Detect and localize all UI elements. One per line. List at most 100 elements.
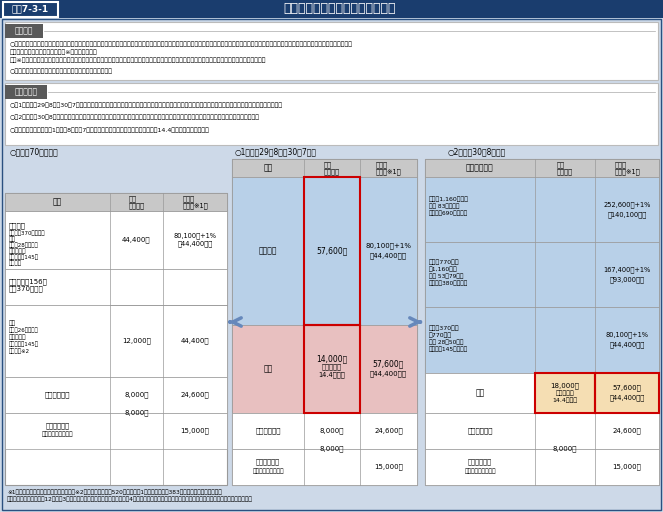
Text: （44,400円）: （44,400円）	[178, 241, 213, 247]
Text: 約770万円: 約770万円	[429, 332, 452, 338]
Text: （44,400円）: （44,400円）	[370, 371, 407, 377]
Bar	[5, 269, 227, 305]
Text: 8,000円: 8,000円	[553, 445, 577, 452]
Bar	[5, 193, 227, 211]
Text: ○現行（70歳以上）: ○現行（70歳以上）	[10, 147, 59, 157]
Bar	[535, 373, 595, 413]
Text: （44,400円）: （44,400円）	[370, 253, 407, 259]
Text: 標準28万円以上: 標準28万円以上	[9, 242, 38, 248]
Bar	[5, 413, 227, 449]
Text: 外来
（個人）: 外来 （個人）	[129, 195, 145, 209]
Bar	[232, 159, 417, 485]
Bar	[5, 85, 47, 99]
Bar	[304, 325, 360, 413]
Bar	[305, 449, 360, 450]
Text: 24,600円: 24,600円	[374, 428, 403, 434]
Text: 80,100円+1%: 80,100円+1%	[605, 332, 648, 338]
Text: 図表7-3-1: 図表7-3-1	[11, 5, 48, 13]
Text: 課税所得145万: 課税所得145万	[9, 254, 39, 260]
Text: 課税所得145万円以上: 課税所得145万円以上	[429, 346, 468, 352]
Bar	[5, 377, 227, 413]
Text: 8,000円: 8,000円	[320, 445, 344, 452]
Bar	[0, 0, 663, 18]
Text: 標準 28～50万円: 標準 28～50万円	[429, 339, 463, 345]
Bar	[536, 449, 595, 450]
Bar	[5, 211, 227, 269]
Bar	[535, 373, 595, 413]
Bar	[3, 2, 58, 17]
Text: 57,600円: 57,600円	[373, 359, 404, 369]
Text: 24,600円: 24,600円	[613, 428, 641, 434]
Text: 区分（年収）: 区分（年収）	[466, 163, 494, 173]
Text: ～370万円）: ～370万円）	[9, 286, 44, 292]
Text: 事後的に保険者から償還払い（※）される制度。: 事後的に保険者から償還払い（※）される制度。	[10, 49, 97, 55]
Text: 住民税非課税: 住民税非課税	[46, 423, 70, 429]
Text: 国保・後期: 国保・後期	[9, 248, 27, 254]
Text: 80,100円+1%: 80,100円+1%	[365, 243, 412, 249]
Text: 年収約770万～: 年収約770万～	[429, 260, 459, 265]
Text: 区分: 区分	[53, 198, 62, 206]
Text: （　）内の金額は、過去12ヶ月に3回以上高額療養費の支給を受けた場合の4回目以降の限度額（多数回該当）。年収は東京都特別区在住の単身者の例。: （ ）内の金額は、過去12ヶ月に3回以上高額療養費の支給を受けた場合の4回目以降…	[7, 496, 253, 502]
Bar	[232, 159, 417, 177]
Bar	[304, 177, 360, 325]
Text: （年収約370万以上）: （年収約370万以上）	[9, 230, 46, 236]
Text: 80,100円+1%: 80,100円+1%	[174, 232, 217, 239]
Text: 年収約370万～: 年収約370万～	[429, 325, 459, 331]
Text: 252,600円+1%: 252,600円+1%	[603, 201, 650, 208]
Text: 約1,160万円: 約1,160万円	[429, 267, 457, 272]
Bar	[425, 177, 659, 242]
Text: 課税所得145万: 課税所得145万	[9, 341, 39, 347]
Text: 44,400円: 44,400円	[181, 338, 210, 344]
Text: 制度概要: 制度概要	[15, 27, 33, 35]
Text: 課税所得690万円以上: 課税所得690万円以上	[429, 211, 468, 216]
Text: 15,000円: 15,000円	[374, 464, 403, 471]
Text: 住民税非課税: 住民税非課税	[255, 428, 280, 434]
Text: （※）入院の場合や同一医療機関での外来の場合、医療機関の窓口での支払を自己負担限度額までにとどめる現物給付化の仕組みが導入されている。: （※）入院の場合や同一医療機関での外来の場合、医療機関の窓口での支払を自己負担限…	[10, 57, 267, 63]
Text: 標準 83万円以上: 標準 83万円以上	[429, 204, 459, 209]
Text: （所得が一定以下）: （所得が一定以下）	[464, 468, 496, 474]
Text: 住民税非課税: 住民税非課税	[468, 459, 492, 465]
Text: （所得が一定以下）: （所得が一定以下）	[42, 431, 73, 437]
Text: ○自己負担限度額は、被保険者の所得に応じて設定される。: ○自己負担限度額は、被保険者の所得に応じて設定される。	[10, 68, 113, 74]
Text: 高額療養費制度の見直しについて: 高額療養費制度の見直しについて	[284, 3, 396, 15]
Bar	[425, 159, 659, 485]
Text: 課税所得380万円以上: 課税所得380万円以上	[429, 281, 468, 286]
Text: 15,000円: 15,000円	[180, 428, 210, 434]
Text: 限度額
（世帯※1）: 限度額 （世帯※1）	[614, 161, 640, 175]
Text: （44,400円）: （44,400円）	[609, 342, 644, 348]
Bar	[5, 22, 658, 80]
Text: 8,000円: 8,000円	[124, 410, 149, 416]
Text: 区分: 区分	[263, 163, 272, 173]
Text: 一般: 一般	[475, 389, 485, 397]
Bar	[232, 449, 417, 485]
Text: 見直し内容: 見直し内容	[15, 88, 38, 96]
Bar	[5, 24, 43, 38]
Text: 57,600円: 57,600円	[613, 385, 641, 391]
Text: 標準 53～79万円: 標準 53～79万円	[429, 274, 463, 280]
Text: ○2段目（30年8月～）: ○2段目（30年8月～）	[448, 147, 507, 157]
Text: （年間上限: （年間上限	[556, 390, 574, 396]
Bar	[425, 159, 659, 177]
Text: 24,600円: 24,600円	[180, 392, 210, 398]
Text: 外来
（個人）: 外来 （個人）	[324, 161, 340, 175]
Text: 現役並み: 現役並み	[9, 223, 26, 229]
Bar	[595, 373, 659, 413]
Text: 住民税非課税: 住民税非課税	[467, 428, 493, 434]
Text: 住民税非課税: 住民税非課税	[44, 392, 70, 398]
Bar	[232, 413, 417, 449]
Text: （93,000円）: （93,000円）	[609, 276, 644, 283]
Bar	[425, 449, 659, 485]
Bar	[425, 373, 659, 413]
Text: 8,000円: 8,000円	[124, 392, 149, 398]
Text: 外来
（個人）: 外来 （個人）	[557, 161, 573, 175]
Bar	[5, 83, 658, 145]
Text: 一般（年収156万: 一般（年収156万	[9, 279, 48, 285]
Text: ○高額療養費制度は、家計に対する医療費の自己負担が過重なものとならないよう、医療機関の窓口において医療費の自己負担を支払っていただいた後、月ごとの自己負担限度額: ○高額療養費制度は、家計に対する医療費の自己負担が過重なものとならないよう、医療…	[10, 41, 353, 47]
Text: 167,400円+1%: 167,400円+1%	[603, 266, 650, 273]
Text: 国保・後期: 国保・後期	[9, 334, 27, 340]
Bar	[5, 193, 227, 485]
Text: 限度額
（世帯※1）: 限度額 （世帯※1）	[182, 195, 208, 209]
Text: 15,000円: 15,000円	[613, 464, 641, 471]
Text: 14.4万円）: 14.4万円）	[319, 372, 345, 378]
Text: 8,000円: 8,000円	[320, 428, 344, 434]
